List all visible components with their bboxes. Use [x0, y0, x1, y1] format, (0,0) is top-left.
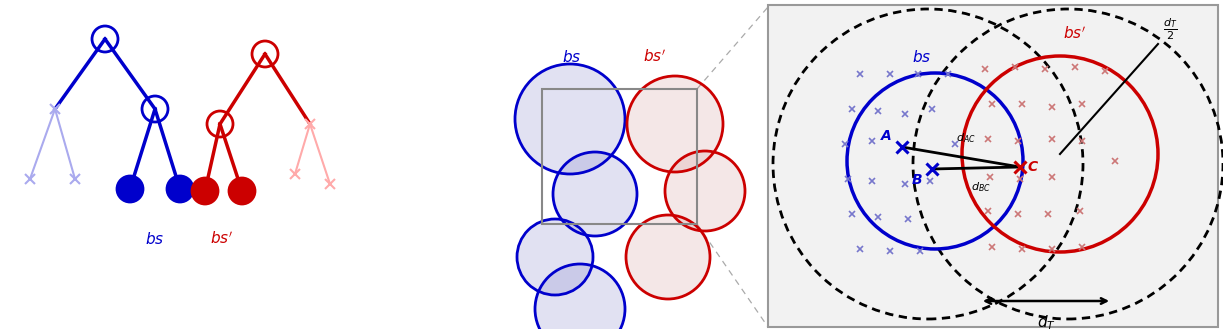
Circle shape — [534, 264, 625, 329]
Circle shape — [117, 176, 143, 202]
Circle shape — [192, 178, 218, 204]
Text: $d_{AC}$: $d_{AC}$ — [956, 131, 976, 145]
Text: $bs$: $bs$ — [912, 49, 932, 65]
Text: C: C — [1029, 160, 1038, 174]
Text: B: B — [911, 173, 922, 187]
Circle shape — [665, 151, 745, 231]
Circle shape — [626, 215, 711, 299]
Bar — [542, 89, 697, 224]
Text: $bs$: $bs$ — [146, 231, 165, 247]
Bar — [768, 5, 1218, 327]
Text: $bs'$: $bs'$ — [210, 231, 234, 247]
Text: A: A — [882, 129, 892, 143]
Text: $bs'$: $bs'$ — [643, 49, 667, 65]
Text: $\dfrac{d_T}{2}$: $\dfrac{d_T}{2}$ — [1163, 17, 1178, 42]
Circle shape — [627, 76, 723, 172]
Circle shape — [515, 64, 625, 174]
Text: $d_{BC}$: $d_{BC}$ — [971, 180, 991, 194]
Circle shape — [553, 152, 637, 236]
Circle shape — [517, 219, 593, 295]
Text: $bs$: $bs$ — [563, 49, 582, 65]
Circle shape — [168, 176, 193, 202]
Text: $d_T$: $d_T$ — [1037, 313, 1055, 329]
Text: $bs'$: $bs'$ — [1064, 26, 1086, 42]
Circle shape — [229, 178, 256, 204]
